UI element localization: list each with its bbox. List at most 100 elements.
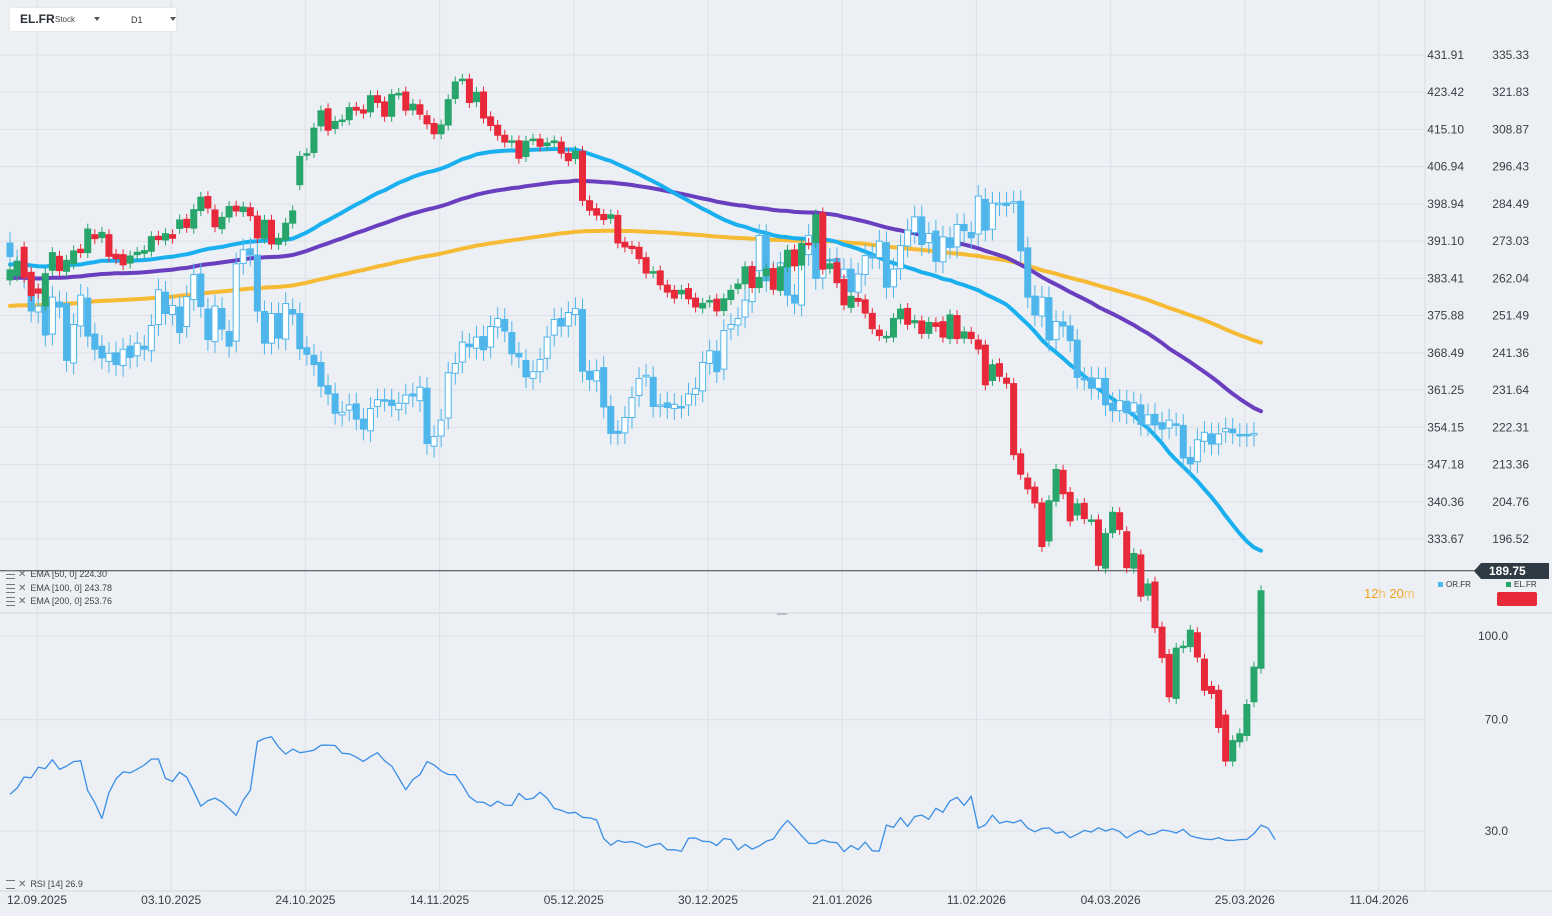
el-fr-candle <box>98 226 106 244</box>
or-fr-candle <box>409 382 417 408</box>
el-fr-candle <box>1066 486 1074 527</box>
el-fr-candle <box>465 73 473 108</box>
symbol-selector[interactable]: EL.FR Stock D1 <box>10 8 176 31</box>
candle-body <box>352 403 360 420</box>
close-icon[interactable]: ✕ <box>18 595 27 607</box>
close-icon[interactable]: ✕ <box>18 879 27 890</box>
el-fr-candle <box>1200 653 1208 696</box>
legend-swatch <box>1506 582 1511 588</box>
el-fr-candle <box>911 315 919 329</box>
or-fr-candle <box>444 361 452 430</box>
candle-body <box>564 312 572 327</box>
candle-body <box>571 150 579 160</box>
menu-icon[interactable] <box>6 584 15 594</box>
or-fr-candle <box>1073 328 1081 389</box>
candle-body <box>211 305 219 343</box>
candle-body <box>854 297 862 302</box>
el-fr-candle <box>190 204 198 234</box>
el-fr-candle <box>176 214 184 234</box>
candle-body <box>536 358 544 373</box>
candle-body <box>1257 590 1265 669</box>
menu-icon[interactable] <box>6 570 15 580</box>
el-fr-candle <box>854 293 862 307</box>
candle-body <box>953 223 961 248</box>
candle-body <box>27 271 35 297</box>
x-tick-label: 30.12.2025 <box>678 893 738 907</box>
candle-body <box>925 321 933 334</box>
candle-body <box>34 305 42 313</box>
symbol-chevron-down-icon[interactable] <box>94 17 100 21</box>
or-fr-candle <box>423 377 431 455</box>
sell-indicator-box[interactable] <box>1497 592 1537 606</box>
rsi-indicator-row[interactable]: ✕ RSI [14] 26.9 <box>6 878 83 890</box>
el-fr-candle <box>126 250 134 269</box>
el-fr-candle <box>840 274 848 311</box>
candle-body <box>197 196 205 212</box>
or-fr-candle <box>91 322 99 361</box>
candle-body <box>776 266 784 291</box>
candle-body <box>6 269 14 281</box>
or-fr-candle <box>176 295 184 344</box>
y-tick-label-left: 431.91 <box>1427 48 1464 62</box>
y-tick-label-right: 196.52 <box>1492 532 1529 546</box>
candle-body <box>268 313 276 344</box>
or-fr-candle <box>642 364 650 387</box>
candle-body <box>642 257 650 274</box>
el-fr-candle <box>1102 528 1110 574</box>
candle-body <box>840 279 848 306</box>
candle-body <box>805 242 813 246</box>
or-fr-candle <box>140 334 148 361</box>
x-tick-label: 14.11.2025 <box>410 893 469 907</box>
el-fr-candle <box>628 240 636 255</box>
or-fr-candle <box>395 392 403 421</box>
rsi-tick-label: 100.0 <box>1478 629 1508 643</box>
or-fr-candle <box>946 226 954 259</box>
timeframe-chevron-down-icon[interactable] <box>170 17 176 21</box>
legend-or-fr[interactable]: OR.FR <box>1438 580 1471 590</box>
candle-body <box>1031 295 1039 316</box>
candle-body <box>699 361 707 392</box>
indicator-row-ema100[interactable]: ✕ EMA [100, 0] 243.78 <box>6 582 112 594</box>
el-fr-candle <box>55 250 63 277</box>
el-fr-candle <box>423 110 431 130</box>
candle-body <box>995 202 1003 206</box>
close-icon[interactable]: ✕ <box>18 582 27 594</box>
indicator-label: EMA [200, 0] 253.76 <box>30 596 112 606</box>
el-fr-candle <box>239 201 247 218</box>
el-fr-candle <box>635 241 643 265</box>
menu-icon[interactable] <box>6 880 15 890</box>
el-fr-candle <box>621 236 629 253</box>
el-fr-candle <box>1243 699 1251 741</box>
indicator-row-ema50[interactable]: ✕ EMA [50, 0] 224.30 <box>6 568 107 580</box>
candle-body <box>1158 626 1166 659</box>
candle-body <box>480 91 488 119</box>
or-fr-candle <box>169 294 177 326</box>
or-fr-candle <box>1144 403 1152 437</box>
or-fr-candle <box>578 298 586 383</box>
or-fr-candle <box>48 285 56 346</box>
candle-body <box>133 342 141 357</box>
candle-body <box>628 245 636 250</box>
candle-body <box>1215 689 1223 728</box>
close-icon[interactable]: ✕ <box>18 568 27 580</box>
candle-body <box>70 323 78 364</box>
or-fr-candle <box>246 237 254 267</box>
candle-body <box>1130 402 1138 413</box>
el-fr-candle <box>1179 640 1187 654</box>
candle-body <box>55 255 63 272</box>
candle-body <box>586 370 594 380</box>
el-fr-candle <box>1003 372 1011 389</box>
candle-body <box>791 294 799 304</box>
indicator-row-ema200[interactable]: ✕ EMA [200, 0] 253.76 <box>6 595 112 607</box>
el-fr-candle <box>232 200 240 217</box>
el-fr-candle <box>515 135 523 164</box>
legend-el-fr[interactable]: EL.FR <box>1506 580 1537 590</box>
or-fr-candle <box>296 302 304 361</box>
el-fr-candles <box>6 73 1265 767</box>
el-fr-candle <box>140 245 148 259</box>
menu-icon[interactable] <box>6 597 15 607</box>
el-fr-candle <box>727 284 735 305</box>
or-fr-candle <box>1200 421 1208 453</box>
candle-body <box>918 320 926 334</box>
